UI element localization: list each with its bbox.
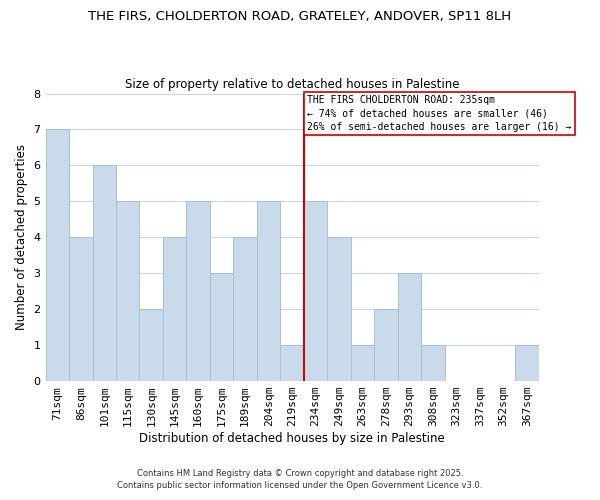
Bar [421, 345, 445, 381]
X-axis label: Distribution of detached houses by size in Palestine: Distribution of detached houses by size … [139, 432, 445, 445]
Bar [257, 202, 280, 381]
Bar [398, 274, 421, 381]
Text: Contains HM Land Registry data © Crown copyright and database right 2025.
Contai: Contains HM Land Registry data © Crown c… [118, 469, 482, 490]
Bar [92, 166, 116, 381]
Bar [163, 238, 187, 381]
Bar [116, 202, 139, 381]
Bar [328, 238, 351, 381]
Y-axis label: Number of detached properties: Number of detached properties [15, 144, 28, 330]
Bar [515, 345, 539, 381]
Text: THE FIRS CHOLDERTON ROAD: 235sqm
← 74% of detached houses are smaller (46)
26% o: THE FIRS CHOLDERTON ROAD: 235sqm ← 74% o… [307, 96, 572, 132]
Bar [139, 309, 163, 381]
Bar [374, 309, 398, 381]
Bar [280, 345, 304, 381]
Bar [351, 345, 374, 381]
Bar [304, 202, 328, 381]
Title: Size of property relative to detached houses in Palestine: Size of property relative to detached ho… [125, 78, 460, 91]
Bar [210, 274, 233, 381]
Bar [46, 130, 69, 381]
Bar [233, 238, 257, 381]
Text: THE FIRS, CHOLDERTON ROAD, GRATELEY, ANDOVER, SP11 8LH: THE FIRS, CHOLDERTON ROAD, GRATELEY, AND… [88, 10, 512, 23]
Bar [187, 202, 210, 381]
Bar [69, 238, 92, 381]
